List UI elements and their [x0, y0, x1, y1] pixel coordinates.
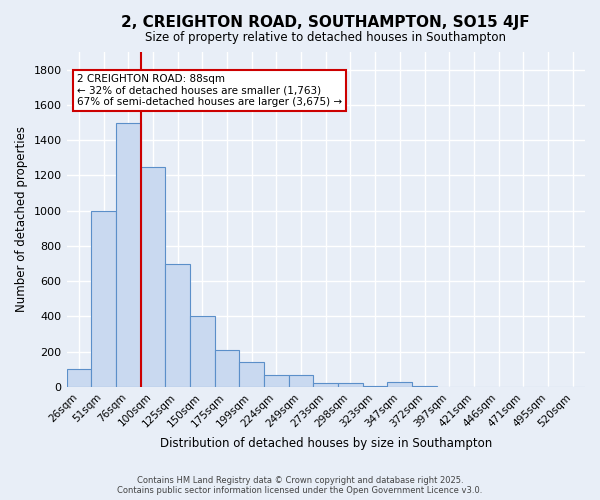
Title: 2, CREIGHTON ROAD, SOUTHAMPTON, SO15 4JF: 2, CREIGHTON ROAD, SOUTHAMPTON, SO15 4JF	[121, 15, 530, 30]
Bar	[388, 382, 412, 387]
Bar	[289, 376, 313, 387]
Bar	[165, 264, 190, 387]
Bar	[67, 370, 91, 387]
Bar	[338, 384, 363, 387]
Bar	[313, 382, 338, 387]
Y-axis label: Number of detached properties: Number of detached properties	[15, 126, 28, 312]
Bar	[140, 166, 165, 387]
Bar	[363, 386, 388, 387]
Text: 2 CREIGHTON ROAD: 88sqm
← 32% of detached houses are smaller (1,763)
67% of semi: 2 CREIGHTON ROAD: 88sqm ← 32% of detache…	[77, 74, 342, 107]
Text: Size of property relative to detached houses in Southampton: Size of property relative to detached ho…	[145, 30, 506, 44]
X-axis label: Distribution of detached houses by size in Southampton: Distribution of detached houses by size …	[160, 437, 492, 450]
Bar	[91, 210, 116, 387]
Bar	[264, 376, 289, 387]
Bar	[190, 316, 215, 387]
Bar	[239, 362, 264, 387]
Bar	[215, 350, 239, 387]
Text: Contains HM Land Registry data © Crown copyright and database right 2025.
Contai: Contains HM Land Registry data © Crown c…	[118, 476, 482, 495]
Bar	[412, 386, 437, 387]
Bar	[116, 122, 140, 387]
